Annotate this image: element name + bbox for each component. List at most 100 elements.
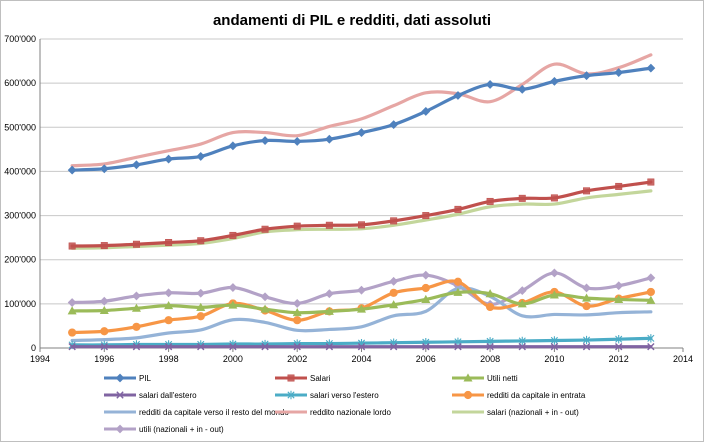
x-tick-label: 2012 [609,354,629,364]
x-tick-label: 2014 [673,354,693,364]
data-point [131,303,141,312]
data-point [67,306,77,315]
chart-title: andamenti di PIL e redditi, dati assolut… [212,12,492,29]
data-point [389,276,399,286]
data-point [453,277,463,286]
data-point [261,342,269,351]
legend-marker [287,390,295,400]
legend-label: salari verso l'estero [310,391,379,400]
data-point [67,165,77,175]
data-point [421,106,431,116]
data-point [228,141,238,151]
y-tick-label: 600'000 [4,78,36,88]
legend-marker [116,391,124,399]
series-line [70,53,653,168]
data-point [582,335,591,345]
data-point [228,300,238,309]
y-tick-label: 300'000 [4,211,36,221]
data-point [454,342,462,351]
data-point [486,302,495,312]
y-tick-label: 500'000 [4,122,36,132]
legend-label: PIL [139,374,152,383]
data-point [615,334,623,344]
data-point [550,194,558,202]
x-tick-label: 2006 [416,354,436,364]
y-tick-label: 400'000 [4,166,36,176]
legend-marker [115,373,125,383]
data-point [100,327,109,336]
data-point [647,334,655,343]
data-point [421,294,431,303]
legend-label: redditi da capitale in entrata [487,391,586,400]
data-point [549,290,559,299]
data-point [164,154,174,164]
data-point [389,120,399,130]
data-point [486,342,494,351]
data-point [518,342,526,351]
x-tick-label: 1998 [159,354,179,364]
y-tick-label: 700'000 [4,34,36,44]
data-point [293,222,301,230]
data-point [549,268,559,278]
data-point [518,194,526,202]
data-point [550,336,558,345]
data-point [292,298,302,308]
data-point [646,295,656,304]
data-point [422,342,430,351]
data-point [389,300,399,309]
data-point [357,285,366,295]
data-point [647,342,655,351]
data-point [132,291,141,301]
legend-label: salari (nazionali + in - out) [487,408,579,417]
data-point [228,283,238,292]
data-point [389,342,398,351]
data-point [165,238,173,246]
data-point [100,242,108,250]
data-point [292,308,302,317]
data-point [99,164,109,174]
legend-label: redditi da capitale verso il resto del m… [139,408,289,417]
data-point [485,80,495,89]
data-point [646,63,656,73]
legend-label: Salari [310,374,331,383]
data-point [582,283,591,293]
data-point [293,316,302,325]
legend-label: reddito nazionale lordo [310,408,391,417]
legend-marker [115,424,125,434]
data-point [549,76,559,86]
data-point [324,289,334,299]
data-point [99,296,109,306]
x-tick-label: 1994 [30,354,50,364]
x-tick-label: 2000 [223,354,243,364]
data-point [389,288,398,297]
data-point [518,336,526,346]
data-point [647,178,655,186]
series-line [70,189,653,250]
data-point [99,305,109,314]
data-point [132,240,140,248]
data-point [260,136,270,145]
data-point [229,231,237,239]
data-point [293,342,301,351]
data-point [357,221,365,229]
y-tick-label: 200'000 [4,255,36,265]
data-point [550,342,559,351]
data-point [357,128,366,138]
data-point [517,84,527,94]
data-point [164,288,174,298]
data-point [517,286,527,296]
data-point [582,293,592,302]
x-tick-label: 2008 [480,354,500,364]
data-point [196,302,206,311]
legend-marker [463,390,473,400]
y-tick-label: 100'000 [4,299,36,309]
series-line [70,180,653,248]
data-point [582,301,591,311]
data-point [164,316,173,325]
data-point [486,197,494,205]
data-point [582,342,591,351]
data-point [196,312,205,321]
data-point [196,288,206,298]
data-point [196,151,206,161]
data-point [100,342,108,351]
